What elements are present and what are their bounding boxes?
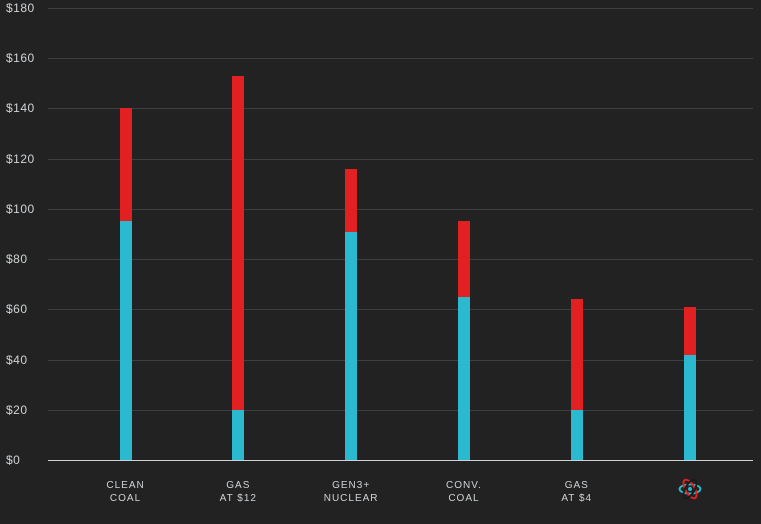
x-tick-label: GAS AT $12 [188,480,288,505]
y-tick-label: $20 [6,403,28,417]
x-tick-label: CLEAN COAL [76,480,176,505]
atom-logo-icon [677,476,703,502]
bar-segment-low [345,232,357,461]
y-tick-label: $0 [6,453,20,467]
bar-segment-low [120,221,132,460]
gridline [48,209,753,210]
bar-group [571,299,583,460]
bar-segment-high [684,307,696,355]
y-tick-label: $120 [6,152,35,166]
x-tick-label: GAS AT $4 [527,480,627,505]
x-tick-label: CONV. COAL [414,480,514,505]
bar-group [458,221,470,460]
gridline [48,8,753,9]
y-tick-label: $180 [6,1,35,15]
gridline [48,108,753,109]
y-tick-label: $160 [6,51,35,65]
y-tick-label: $100 [6,202,35,216]
gridline [48,159,753,160]
plot-area [48,8,753,460]
gridline [48,309,753,310]
bar-segment-low [684,355,696,460]
y-tick-label: $60 [6,302,28,316]
x-tick-label: GEN3+ NUCLEAR [301,480,401,505]
gridline [48,58,753,59]
bar-segment-high [232,76,244,410]
bar-segment-low [458,297,470,460]
bar-group [120,108,132,460]
gridline [48,259,753,260]
bar-segment-high [345,169,357,232]
bar-segment-high [571,299,583,409]
bar-segment-low [571,410,583,460]
bar-group [232,76,244,460]
bar-segment-low [232,410,244,460]
energy-cost-chart: $0 $20 $40 $60 $80 $100 $120 $140 $160 $180 CLEAN … [0,0,761,524]
y-tick-label: $80 [6,252,28,266]
y-tick-label: $40 [6,353,28,367]
y-tick-label: $140 [6,101,35,115]
bar-segment-high [458,221,470,296]
gridline [48,410,753,411]
bar-group [345,169,357,460]
gridline [48,460,753,461]
gridline [48,360,753,361]
bar-segment-high [120,108,132,221]
bar-group [684,307,696,460]
